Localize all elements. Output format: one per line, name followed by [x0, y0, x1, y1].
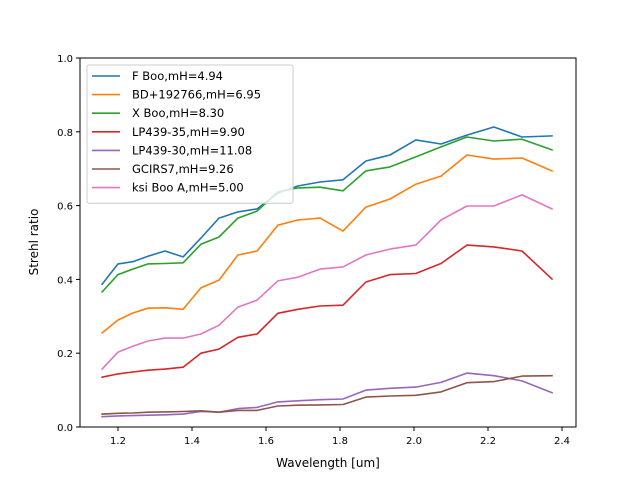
x-tick-label: 1.4 — [184, 436, 200, 447]
legend-label: BD+192766,mH=6.95 — [132, 88, 261, 102]
legend-label: GCIRS7,mH=9.26 — [132, 162, 234, 176]
legend-item: LP439-35,mH=9.90 — [92, 125, 245, 139]
x-axis: 1.2 1.4 1.6 1.8 2.0 2.2 2.4 — [110, 427, 570, 447]
legend: F Boo,mH=4.94 BD+192766,mH=6.95 X Boo,mH=8… — [86, 64, 294, 204]
series-line-4 — [101, 372, 554, 418]
legend-label: F Boo,mH=4.94 — [132, 69, 223, 83]
legend-label: X Boo,mH=8.30 — [132, 106, 224, 120]
y-tick-label: 0.4 — [57, 275, 73, 286]
series-line-1 — [100, 154, 554, 335]
x-tick-label: 1.8 — [332, 436, 348, 447]
x-tick-label: 1.6 — [258, 436, 274, 447]
y-axis-label: Strehl ratio — [27, 209, 41, 276]
x-tick-label: 2.4 — [554, 436, 570, 447]
series-line-6 — [100, 194, 554, 371]
x-tick-label: 2.0 — [406, 436, 422, 447]
y-tick-label: 0.8 — [57, 128, 73, 139]
legend-item: X Boo,mH=8.30 — [92, 106, 224, 120]
y-tick-label: 0.6 — [57, 202, 73, 213]
legend-item: GCIRS7,mH=9.26 — [92, 162, 234, 176]
legend-item: LP439-30,mH=11.08 — [92, 143, 252, 157]
series-line-3 — [101, 244, 554, 379]
legend-item: ksi Boo A,mH=5.00 — [92, 181, 244, 195]
series-line-5 — [101, 374, 553, 415]
y-axis: 0.0 0.2 0.4 0.6 0.8 1.0 — [57, 54, 80, 434]
y-tick-label: 1.0 — [57, 54, 73, 65]
x-tick-label: 2.2 — [480, 436, 496, 447]
x-axis-label: Wavelength [um] — [276, 456, 380, 470]
legend-item: BD+192766,mH=6.95 — [92, 88, 261, 102]
axes-spines — [79, 57, 577, 428]
legend-label: ksi Boo A,mH=5.00 — [132, 181, 244, 195]
y-tick-label: 0.2 — [57, 349, 73, 360]
axes-frame — [79, 57, 577, 428]
y-tick-label: 0.0 — [57, 423, 73, 434]
legend-label: LP439-30,mH=11.08 — [132, 143, 252, 157]
x-tick-label: 1.2 — [110, 436, 126, 447]
legend-box — [86, 64, 294, 204]
legend-item: F Boo,mH=4.94 — [92, 69, 223, 83]
legend-label: LP439-35,mH=9.90 — [132, 125, 245, 139]
